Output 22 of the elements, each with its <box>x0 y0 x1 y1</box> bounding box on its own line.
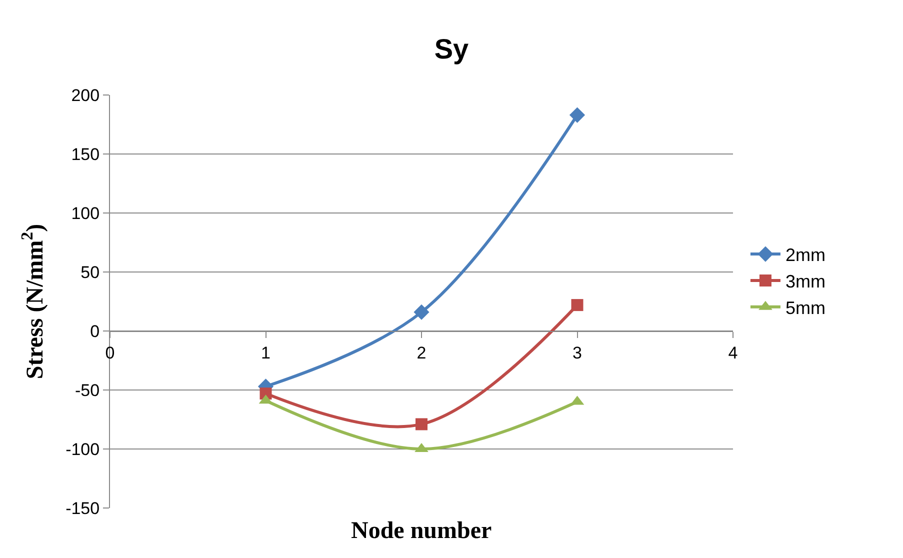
y-tick-label: 200 <box>71 86 100 105</box>
x-tick-label: 4 <box>728 343 738 362</box>
y-tick-label: 150 <box>71 144 100 164</box>
y-tick-label: 50 <box>80 262 100 282</box>
x-tick-label: 0 <box>105 343 115 362</box>
x-tick-label: 2 <box>416 343 426 362</box>
chart-title: Sy <box>434 34 470 65</box>
point <box>569 107 586 123</box>
y-tick-label: -150 <box>66 498 100 518</box>
y-tick-label: 100 <box>71 204 100 223</box>
y-tick-label: -50 <box>75 380 100 400</box>
legend-label: 2mm <box>785 245 826 266</box>
x-tick-label: 1 <box>261 343 270 362</box>
legend-label: 5mm <box>785 298 826 318</box>
x-axis-title: Node number <box>351 518 492 544</box>
y-tick-label: -100 <box>66 440 100 459</box>
point <box>414 304 430 320</box>
point <box>416 418 428 430</box>
point <box>571 299 584 312</box>
legend-label: 3mm <box>785 271 826 292</box>
y-tick-label: 0 <box>90 322 100 341</box>
x-tick-label: 3 <box>572 343 582 362</box>
